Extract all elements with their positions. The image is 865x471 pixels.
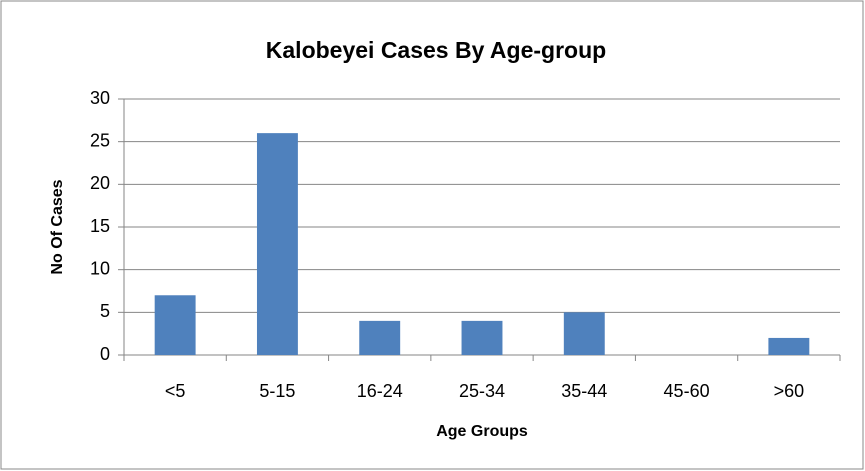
bar: [563, 312, 605, 355]
bar: [768, 337, 810, 355]
y-axis-label: No Of Cases: [49, 179, 66, 274]
y-tick-label: 5: [100, 301, 110, 321]
x-tick-label: 16-24: [357, 381, 403, 401]
y-tick-label: 10: [90, 258, 110, 278]
x-axis-label: Age Groups: [436, 423, 528, 440]
x-tick-label: >60: [774, 381, 805, 401]
y-tick-label: 15: [90, 216, 110, 236]
chart-title: Kalobeyei Cases By Age-group: [266, 37, 606, 63]
y-tick-label: 25: [90, 130, 110, 150]
y-tick-label: 20: [90, 173, 110, 193]
x-tick-label: 35-44: [561, 381, 607, 401]
x-tick-label: <5: [165, 381, 186, 401]
bar: [359, 320, 401, 355]
bar: [256, 133, 298, 355]
x-tick-label: 5-15: [259, 381, 295, 401]
x-tick-label: 25-34: [459, 381, 505, 401]
y-tick-label: 30: [90, 88, 110, 108]
bar: [154, 295, 196, 355]
y-tick-label: 0: [100, 344, 110, 364]
bar: [461, 320, 503, 355]
x-tick-label: 45-60: [664, 381, 710, 401]
